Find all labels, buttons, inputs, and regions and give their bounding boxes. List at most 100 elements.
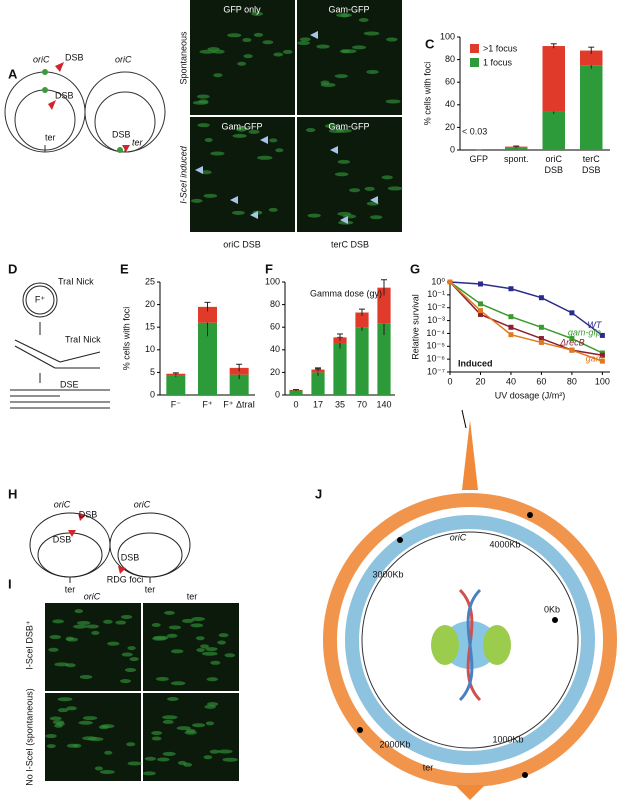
cell: [268, 207, 278, 212]
cell: [49, 635, 62, 640]
y-tick-label: 15: [145, 322, 155, 332]
cell: [205, 647, 218, 652]
diagram-label: DSB: [112, 129, 131, 139]
cell: [232, 133, 247, 138]
row-label: I-SceI DSB⁺: [24, 620, 34, 670]
cell: [232, 210, 245, 215]
cell: [127, 761, 142, 766]
cell: [275, 148, 284, 153]
line: [449, 281, 603, 354]
cell: [217, 640, 226, 645]
cell: [381, 175, 393, 180]
panel-letter: A: [8, 66, 18, 81]
y-tick-label: 5: [150, 367, 155, 377]
cell: [200, 170, 212, 175]
diagram-d: [10, 282, 110, 409]
cell: [251, 11, 264, 16]
cell: [218, 633, 229, 638]
y-tick-label: 10⁻⁵: [427, 341, 446, 351]
y-tick-label: 60: [270, 322, 280, 332]
genome-label: 1000Kb: [492, 734, 523, 744]
cell: [66, 706, 77, 711]
cell: [282, 49, 293, 54]
cell: [385, 99, 401, 104]
legend-swatch: [470, 44, 479, 53]
row-label: No I-SceI (spontaneous): [24, 688, 34, 786]
diagram-label: DSB: [53, 534, 72, 544]
bar-segment: [542, 111, 565, 150]
diagram-label: ter: [132, 137, 144, 147]
bar-segment: [333, 343, 347, 395]
panel-letter: E: [120, 261, 129, 276]
cell: [56, 721, 65, 726]
cell: [198, 99, 209, 104]
genome-label: 0Kb: [544, 604, 560, 614]
cell: [124, 667, 137, 672]
cell: [336, 128, 352, 133]
marker: [538, 295, 544, 301]
line: [449, 281, 603, 337]
cell: [168, 625, 182, 630]
cell: [336, 13, 352, 18]
y-tick-label: 10⁻⁴: [426, 328, 445, 338]
y-tick-label: 10⁻³: [427, 315, 445, 325]
cell: [196, 94, 210, 99]
cell: [210, 151, 225, 156]
x-tick-label: 0: [447, 376, 452, 386]
genome-label: 2000Kb: [379, 739, 410, 749]
cell: [209, 749, 220, 754]
cell: [91, 630, 100, 635]
arrow: [310, 31, 318, 39]
marker: [477, 301, 483, 307]
bar-segment: [505, 147, 528, 150]
cell: [162, 719, 174, 724]
cell: [144, 756, 157, 761]
panel-letter: H: [8, 486, 17, 501]
x-tick-label: 60: [536, 376, 546, 386]
series-label: gam: [586, 354, 604, 364]
x-tick-label: 20: [475, 376, 485, 386]
cell: [129, 657, 139, 662]
y-tick-label: 60: [445, 77, 455, 87]
cell: [156, 757, 170, 762]
panel-letter: C: [425, 36, 435, 51]
panel-letter: J: [315, 486, 322, 501]
cell: [153, 635, 169, 640]
genome-label: 4000Kb: [489, 539, 520, 549]
bar-segment: [580, 50, 603, 66]
cell: [65, 636, 74, 641]
diagram-label: oriC: [115, 54, 132, 64]
cell: [337, 159, 351, 164]
cell: [104, 750, 113, 755]
series-label: WT: [587, 320, 602, 330]
marker: [477, 281, 483, 287]
x-tick-label: GFP: [469, 154, 488, 164]
cell: [364, 186, 375, 191]
cell: [213, 73, 223, 78]
cell: [73, 624, 87, 629]
annotation: < 0.03: [462, 126, 487, 136]
bar-segment: [198, 322, 217, 395]
x-tick-label: F⁺ ΔtraI: [223, 399, 255, 409]
cell: [207, 47, 220, 52]
locus-dot: [357, 727, 363, 733]
cell: [366, 69, 379, 74]
diagram-label: oriC: [54, 499, 71, 509]
cell: [207, 702, 219, 707]
locus-dot: [397, 537, 403, 543]
cell: [334, 74, 348, 79]
y-tick-label: 25: [145, 276, 155, 286]
cell: [334, 172, 349, 177]
marker: [538, 339, 544, 345]
y-tick-label: 10⁻²: [427, 302, 445, 312]
cell: [324, 124, 338, 129]
column-label: ter: [187, 591, 198, 601]
cell: [82, 736, 98, 741]
y-tick-label: 0: [275, 389, 280, 399]
cell: [299, 37, 311, 42]
diagram-label: TraI Nick: [58, 276, 94, 286]
y-axis-label: % cells with foci: [121, 307, 131, 371]
marker: [447, 279, 453, 285]
cell: [235, 127, 247, 132]
bar-segment: [166, 373, 186, 376]
